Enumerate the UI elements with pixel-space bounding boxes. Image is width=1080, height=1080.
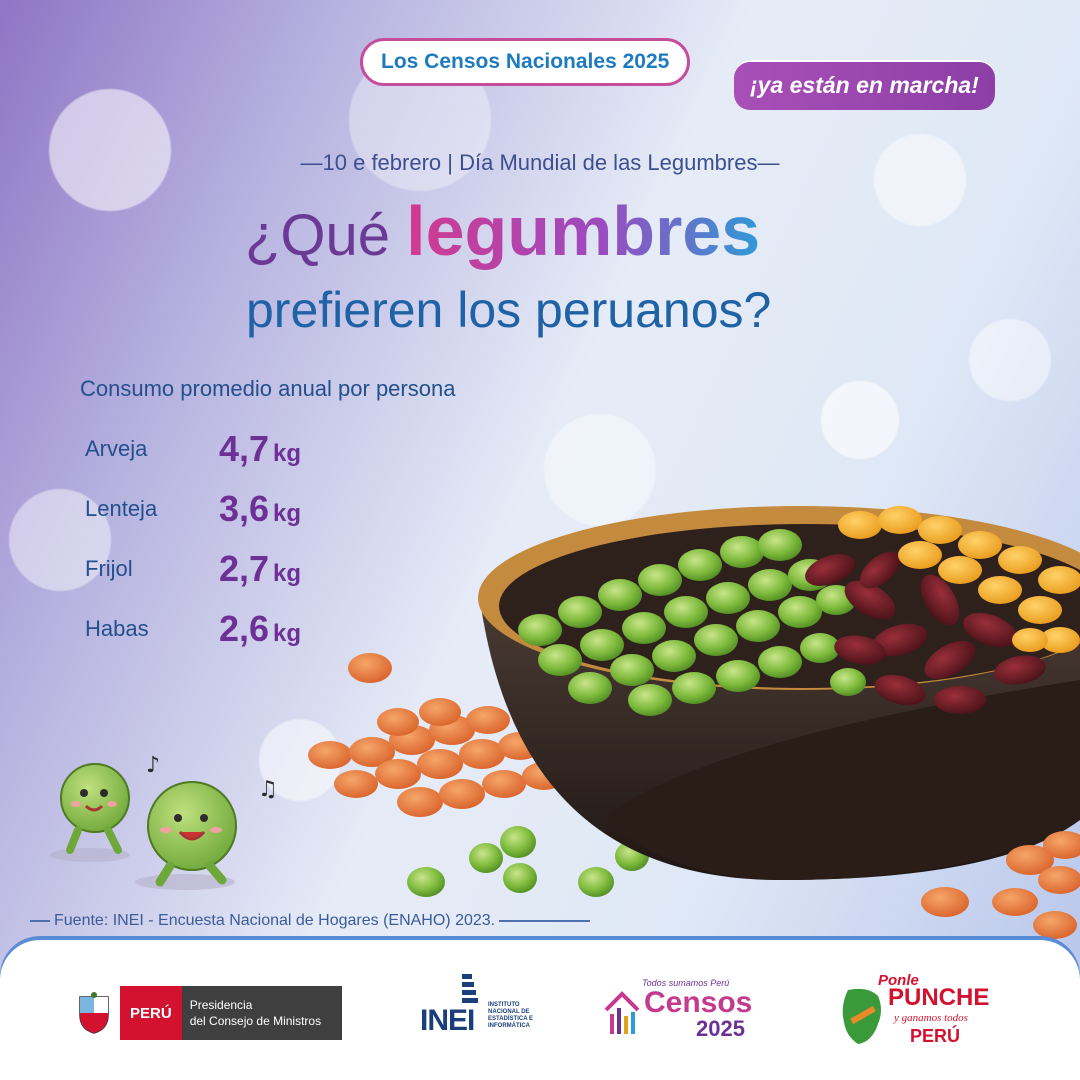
value-number: 3,6 bbox=[219, 488, 270, 529]
date-line: —10 e febrero | Día Mundial de las Legum… bbox=[300, 150, 780, 175]
value-unit: kg bbox=[273, 500, 302, 527]
legume-value: 2,6 kg bbox=[219, 608, 301, 650]
inei-sub: INSTITUTO NACIONAL DE ESTADÍSTICA E INFO… bbox=[488, 1002, 534, 1029]
legume-name: Habas bbox=[85, 616, 149, 641]
censos-tagline: Todos sumamos Perú bbox=[642, 978, 730, 988]
source-line: Fuente: INEI - Encuesta Nacional de Hoga… bbox=[30, 909, 590, 933]
legume-value: 2,7 kg bbox=[219, 548, 301, 590]
legume-name: Frijol bbox=[85, 556, 133, 581]
pcm-line2: del Consejo de Ministros bbox=[189, 1014, 322, 1028]
value-unit: kg bbox=[273, 440, 302, 467]
pcm-label: Presidencia del Consejo de Ministros bbox=[181, 986, 342, 1040]
headline-line1: ¿Qué legumbres bbox=[245, 192, 760, 275]
censos-year: 2025 bbox=[696, 1016, 745, 1041]
lentils-right bbox=[921, 831, 1080, 939]
scattered-peas bbox=[407, 826, 649, 897]
punche-line4: PERÚ bbox=[910, 1026, 961, 1046]
divider bbox=[30, 920, 50, 922]
badge-subtitle: ¡ya están en marcha! bbox=[734, 60, 995, 110]
value-unit: kg bbox=[273, 620, 302, 647]
badge-title: Los Censos Nacionales 2025 bbox=[360, 38, 691, 86]
pea-characters: ♪ ♫ bbox=[50, 753, 278, 890]
coat-of-arms-icon bbox=[79, 992, 109, 1034]
censos-word: Censos bbox=[644, 986, 753, 1019]
value-number: 2,6 bbox=[219, 608, 270, 649]
headline-highlight: legumbres bbox=[406, 192, 761, 270]
value-number: 2,7 bbox=[219, 548, 270, 589]
inei-bars-icon bbox=[462, 974, 478, 1003]
legume-value: 4,7 kg bbox=[219, 428, 301, 470]
legume-name: Lenteja bbox=[85, 496, 158, 521]
punche-line3: y ganamos todos bbox=[894, 1012, 968, 1024]
censos-house-icon bbox=[604, 991, 640, 1034]
value-number: 4,7 bbox=[219, 428, 270, 469]
consumo-row-lenteja: Lenteja 3,6 kg bbox=[85, 488, 385, 532]
inei-logo: INEI INSTITUTO NACIONAL DE ESTADÍSTICA E… bbox=[418, 970, 538, 1040]
punche-line2: PUNCHE bbox=[888, 984, 990, 1011]
censos-logo: Todos sumamos Perú Censos 2025 bbox=[602, 976, 762, 1046]
consumo-row-frijol: Frijol 2,7 kg bbox=[85, 548, 385, 592]
peru-label: PERÚ bbox=[120, 986, 182, 1040]
pcm-line1: Presidencia bbox=[189, 998, 253, 1012]
headline-prefix: ¿Qué bbox=[245, 203, 407, 268]
consumo-title: Consumo promedio anual por persona bbox=[80, 376, 456, 401]
divider bbox=[499, 920, 590, 922]
peru-map-icon bbox=[842, 988, 881, 1044]
census-badge: Los Censos Nacionales 2025 ¡ya están en … bbox=[360, 38, 1060, 110]
source-text: Fuente: INEI - Encuesta Nacional de Hoga… bbox=[54, 912, 496, 929]
legume-value: 3,6 kg bbox=[219, 488, 301, 530]
headline-line2: prefieren los peruanos? bbox=[246, 282, 772, 338]
consumo-row-arveja: Arveja 4,7 kg bbox=[85, 428, 385, 472]
inei-word: INEI bbox=[420, 1004, 475, 1037]
value-unit: kg bbox=[273, 560, 302, 587]
consumo-row-habas: Habas 2,6 kg bbox=[85, 608, 385, 652]
punche-line1: Ponle bbox=[878, 972, 919, 989]
svg-text:♪: ♪ bbox=[146, 753, 160, 778]
peru-pcm-logo: PERÚ Presidencia del Consejo de Ministro… bbox=[76, 986, 342, 1040]
legume-name: Arveja bbox=[85, 436, 148, 461]
ponle-punche-logo: Ponle PUNCHE y ganamos todos PERÚ bbox=[838, 972, 998, 1054]
bowl bbox=[478, 506, 1080, 880]
svg-text:♫: ♫ bbox=[258, 777, 278, 802]
